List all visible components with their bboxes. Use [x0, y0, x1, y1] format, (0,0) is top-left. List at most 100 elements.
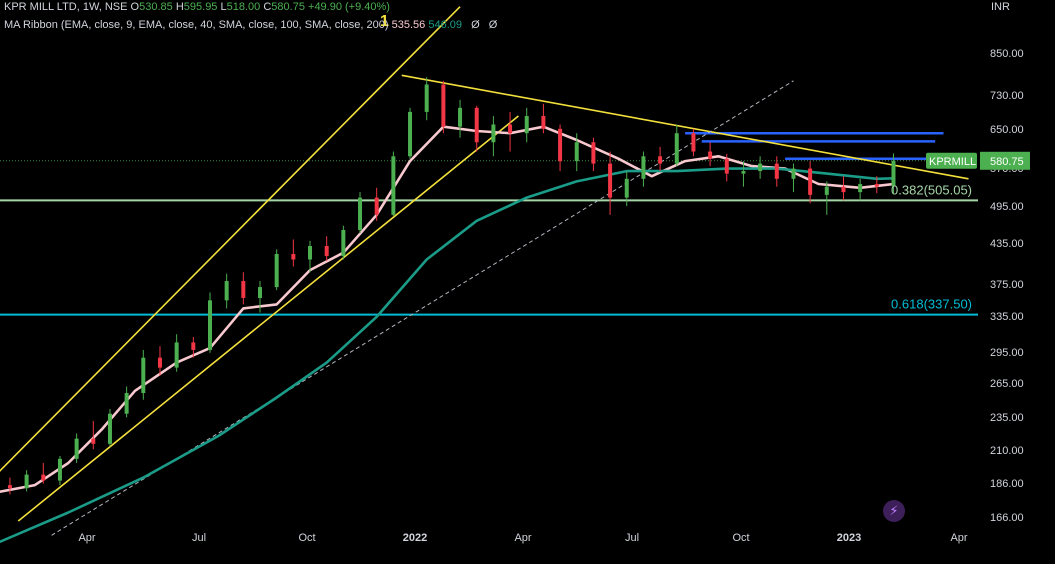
candle-body [191, 342, 196, 350]
candle-body [7, 485, 12, 489]
trendline-channel-lower [17, 115, 519, 522]
candle-body [608, 163, 613, 198]
candle-body [241, 281, 246, 298]
symbol-badge-label: KPRMILL [929, 156, 976, 168]
symbol-badge [926, 152, 977, 169]
candle-body [391, 156, 396, 215]
candle-body [107, 413, 112, 444]
close-key: C [263, 1, 272, 13]
y-tick-label: 435.00 [990, 238, 1024, 250]
x-tick-label: Apr [950, 532, 967, 544]
x-tick-label: Oct [298, 532, 315, 544]
ribbon-value-2: 546.09 [428, 19, 462, 31]
price-badge [980, 151, 1030, 170]
ma-line-ema40 [0, 167, 894, 544]
candle-body [624, 178, 629, 198]
candle-body [674, 133, 679, 164]
candle-body [558, 128, 563, 162]
candle-body [274, 254, 279, 288]
candle-body [258, 287, 263, 298]
change-value: +49.90 (+9.40%) [308, 1, 390, 13]
candle-body [157, 357, 162, 368]
candle-body [308, 245, 313, 260]
low-value: 518.00 [226, 1, 261, 13]
ribbon-legend: MA Ribbon (EMA, close, 9, EMA, close, 40… [4, 19, 497, 31]
candle-body [458, 107, 463, 127]
candle-body [658, 156, 663, 164]
y-tick-label: 335.00 [990, 311, 1024, 323]
high-value: 595.95 [183, 1, 218, 13]
trendline-dotted-support [51, 80, 794, 536]
candle-body [341, 229, 346, 257]
x-tick-label: 2023 [837, 532, 861, 544]
candle-body [541, 116, 546, 129]
candle-body [758, 163, 763, 172]
close-value: 580.75 [271, 1, 305, 13]
y-tick-label: 295.00 [990, 347, 1024, 359]
candle-body [841, 186, 846, 193]
candle-body [24, 474, 29, 489]
candle-body [741, 171, 746, 174]
low-key: L [220, 1, 227, 13]
x-tick-label: Jul [192, 532, 206, 544]
ribbon-label: MA Ribbon (EMA, close, 9, EMA, close, 40… [4, 19, 389, 31]
hide-icon-2[interactable]: Ø [488, 19, 498, 31]
candle-body [291, 254, 296, 260]
y-tick-label: 186.00 [990, 478, 1024, 490]
y-tick-label: 265.00 [990, 378, 1024, 390]
candle-body [641, 156, 646, 179]
y-tick-label: 375.00 [990, 279, 1024, 291]
x-tick-label: Apr [514, 532, 531, 544]
candle-body [74, 438, 79, 459]
candle-body [591, 142, 596, 164]
x-tick-label: Oct [732, 532, 749, 544]
lightning-icon[interactable]: ⚡ [883, 500, 905, 522]
y-tick-label: 210.00 [990, 445, 1024, 457]
candle-body [574, 142, 579, 162]
candle-body [324, 245, 329, 257]
candle-body [708, 151, 713, 159]
candle-body [724, 158, 729, 174]
candle-body [808, 168, 813, 195]
x-tick-label: Apr [78, 532, 95, 544]
candle-body [691, 133, 696, 152]
candle-body [441, 84, 446, 127]
candle-body [524, 116, 529, 134]
candle-body [791, 168, 796, 179]
fib-label-0: 0.382(505.05) [891, 182, 972, 197]
trendline-descending-resistance [401, 74, 969, 180]
candle-body [774, 163, 779, 179]
ma-line-ema9 [0, 125, 894, 493]
candle-body [824, 186, 829, 195]
candle-body [174, 342, 179, 368]
ohlc-legend: KPR MILL LTD, 1W, NSE O530.85 H595.95 L5… [4, 1, 390, 13]
candle-body [474, 107, 479, 143]
candle-body [358, 197, 363, 230]
candle-body [408, 111, 413, 157]
x-tick-label: 2022 [403, 532, 427, 544]
y-tick-label: 495.00 [990, 201, 1024, 213]
x-tick-label: Jul [625, 532, 639, 544]
candle-body [41, 474, 46, 481]
y-tick-label: 730.00 [990, 90, 1024, 102]
high-key: H [175, 1, 184, 13]
price-badge-label: 580.75 [990, 156, 1024, 168]
candle-body [224, 281, 229, 301]
candle-body [207, 300, 212, 350]
candle-body [141, 357, 146, 394]
candle-body [424, 84, 429, 112]
open-value: 530.85 [139, 1, 173, 13]
candle-body [508, 124, 513, 134]
ribbon-value-1: 535.56 [391, 19, 426, 31]
trendline-channel-upper [0, 6, 461, 472]
hide-icon-1[interactable]: Ø [471, 19, 480, 31]
currency-label: INR [991, 1, 1010, 13]
y-tick-label: 235.00 [990, 412, 1024, 424]
candle-body [91, 438, 96, 444]
candle-body [891, 160, 896, 187]
candle-body [57, 458, 62, 481]
candle-body [874, 184, 879, 187]
candle-body [124, 393, 129, 414]
symbol-title: KPR MILL LTD, 1W, NSE [4, 1, 128, 13]
